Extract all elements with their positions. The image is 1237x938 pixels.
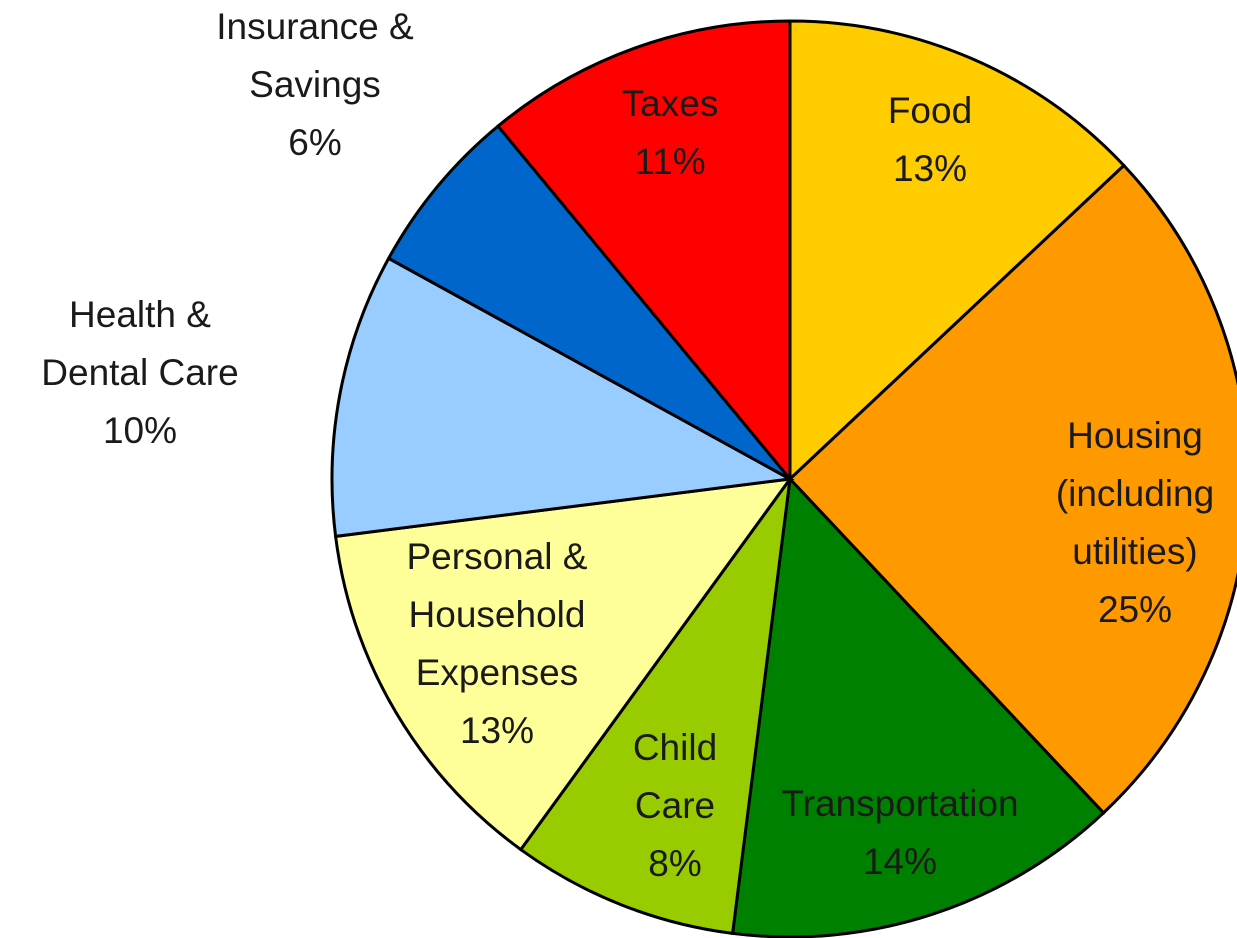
label-line: Insurance & — [216, 6, 414, 47]
label-line: Child — [633, 727, 717, 768]
label-line: Taxes — [622, 83, 719, 124]
slice-label: Food — [888, 90, 972, 131]
slice-label: Health & Dental Care — [41, 294, 238, 393]
label-line: Care — [635, 785, 715, 826]
label-line: Household — [409, 594, 586, 635]
pie-slice — [386, 123, 792, 481]
pie-slice — [518, 478, 792, 936]
slice-value-label: 10% — [103, 410, 177, 451]
label-line: utilities) — [1072, 531, 1197, 572]
slice-value-label: 25% — [1098, 589, 1172, 630]
label-line: Personal & — [407, 536, 588, 577]
pie-slice — [787, 163, 1237, 815]
slice-value-label: 11% — [634, 141, 705, 182]
pie-slice — [330, 256, 795, 539]
slice-value-label: 13% — [460, 710, 534, 751]
label-line: Health & — [69, 294, 211, 335]
slice-label: Child Care — [633, 727, 717, 826]
label-line: Savings — [249, 64, 381, 105]
slice-value-label: 6% — [288, 122, 341, 163]
pie-slice — [495, 19, 792, 484]
label-line: (including — [1056, 473, 1214, 514]
label-line: Transportation — [781, 783, 1018, 824]
label-line: Food — [888, 90, 972, 131]
label-line: Expenses — [416, 652, 579, 693]
pie-slice — [333, 477, 794, 852]
slice-value-label: 13% — [893, 148, 967, 189]
label-line: Dental Care — [41, 352, 238, 393]
slice-value-label: 8% — [648, 843, 701, 884]
label-line: Housing — [1067, 415, 1203, 456]
slice-value-label: 14% — [863, 841, 937, 882]
slice-label: Housing (including utilities) — [1056, 415, 1214, 572]
slice-label: Insurance & Savings — [216, 6, 414, 105]
pie-slice — [730, 475, 1106, 938]
slice-label: Taxes — [622, 83, 719, 124]
pie-slice — [788, 19, 1126, 483]
slice-label: Personal & Household Expenses — [407, 536, 588, 693]
slice-label: Transportation — [781, 783, 1018, 824]
